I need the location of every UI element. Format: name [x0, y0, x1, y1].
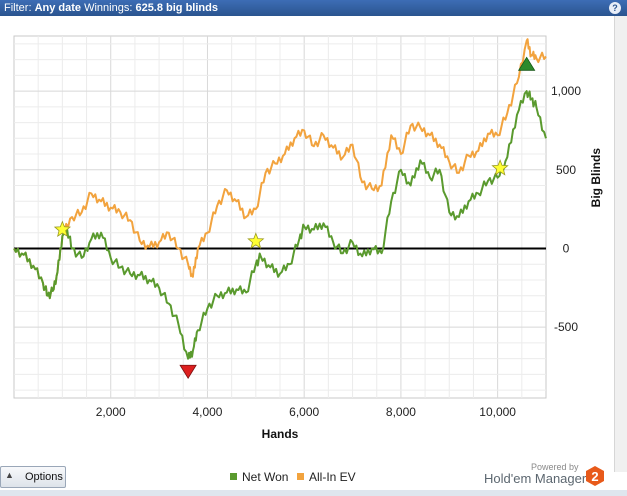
star-marker	[247, 232, 265, 249]
y-tick-label: 0	[563, 241, 570, 255]
x-tick-label: 6,000	[289, 405, 319, 419]
series-line-net-won	[13, 90, 547, 360]
y-tick-label: 500	[556, 163, 576, 177]
filter-bar: Filter: Any date Winnings: 625.8 big bli…	[0, 0, 627, 16]
options-button[interactable]: ▲ Options	[0, 466, 66, 488]
x-tick-label: 8,000	[386, 405, 416, 419]
star-marker	[491, 159, 509, 176]
winnings-graph: 2,000 4,000 6,000 8,000 10,000 1,000 500 0 -500 H…	[0, 16, 614, 472]
powered-by-text: Powered by	[531, 462, 579, 472]
legend-label-net-won: Net Won	[242, 470, 289, 484]
hm2-logo-icon: 2	[586, 466, 604, 486]
x-axis-title: Hands	[262, 427, 299, 441]
chart-svg: 2,000 4,000 6,000 8,000 10,000 1,000 500 0 -500 H…	[13, 35, 603, 441]
options-label: Options	[25, 471, 63, 483]
x-tick-label: 2,000	[96, 405, 126, 419]
winnings-label: Winnings:	[84, 2, 133, 14]
taskbar-strip	[0, 490, 627, 496]
legend-item-all-in-ev: All-In EV	[297, 470, 356, 484]
logo-badge-text: 2	[591, 469, 598, 484]
brand-name: Hold'em Manager	[484, 471, 587, 486]
help-icon[interactable]: ?	[609, 2, 621, 14]
legend-swatch-all-in-ev	[297, 473, 304, 480]
collapse-up-icon: ▲	[5, 470, 14, 480]
x-tick-label: 4,000	[192, 405, 222, 419]
series-line-all-in-ev	[13, 38, 547, 300]
high-point-marker	[517, 56, 536, 71]
vertical-scrollbar[interactable]	[614, 16, 627, 472]
x-tick-label: 10,000	[479, 405, 516, 419]
winnings-value: 625.8 big blinds	[135, 2, 218, 14]
y-tick-label: -500	[554, 320, 578, 334]
y-tick-label: 1,000	[551, 84, 581, 98]
star-marker	[53, 220, 72, 237]
filter-value: Any date	[34, 2, 82, 14]
graph-footer: ▲ Options Net Won All-In EV Powered by H…	[0, 462, 614, 496]
filter-text: Filter: Any date Winnings: 625.8 big bli…	[4, 0, 218, 16]
filter-label: Filter:	[4, 2, 32, 14]
legend-item-net-won: Net Won	[230, 470, 288, 484]
legend-swatch-net-won	[230, 473, 237, 480]
low-point-marker	[179, 364, 197, 380]
legend-label-all-in-ev: All-In EV	[309, 470, 356, 484]
y-axis-title: Big Blinds	[589, 148, 603, 208]
